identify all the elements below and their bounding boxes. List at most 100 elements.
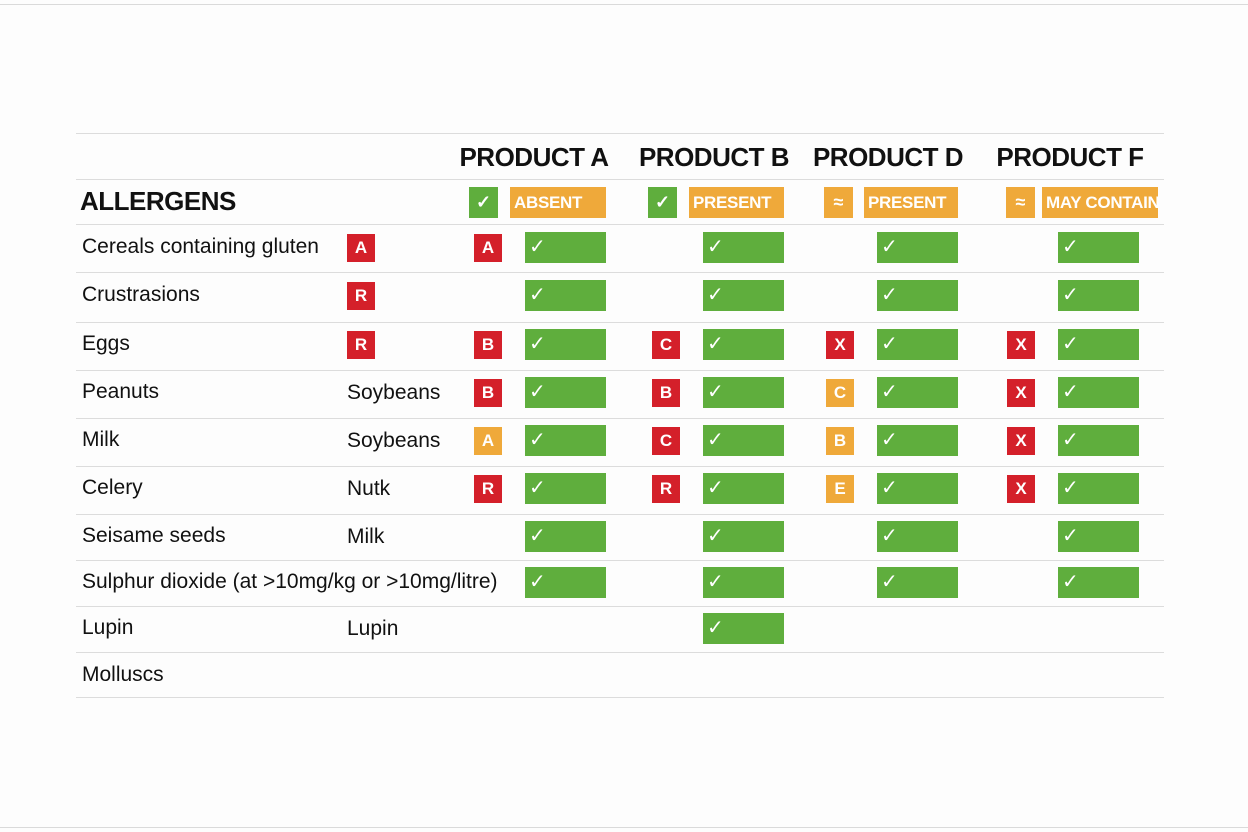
row-divider [76,272,1164,273]
check-bar: ✓ [525,377,606,408]
row-divider [76,418,1164,419]
check-bar: ✓ [1058,280,1139,311]
status-badge: C [826,379,854,407]
product-header: PRODUCT A [459,142,609,172]
row-divider [76,466,1164,467]
check-icon: ✓ [881,525,898,547]
check-icon: ✓ [1062,333,1079,355]
status-badge: X [1007,331,1035,359]
check-icon: ✓ [529,236,546,258]
row-divider [76,560,1164,561]
row-divider [76,224,1164,225]
row-divider [76,652,1164,653]
allergen-name: Milk [82,428,120,451]
check-icon: ✓ [707,525,724,547]
check-icon: ✓ [529,381,546,403]
check-icon: ✓ [1062,477,1079,499]
check-icon: ✓ [707,571,724,593]
status-badge: A [474,427,502,455]
check-icon: ✓ [529,429,546,451]
check-bar: ✓ [877,473,958,504]
check-icon: ✓ [529,333,546,355]
status-badge: X [1007,475,1035,503]
allergen-name: Molluscs [82,663,164,686]
check-icon: ✓ [707,284,724,306]
allergen-secondary: Lupin [347,617,399,640]
check-bar: ✓ [525,280,606,311]
check-icon: ✓ [881,571,898,593]
check-bar: ✓ [703,473,784,504]
check-bar: ✓ [703,425,784,456]
check-bar: ✓ [703,232,784,263]
check-bar: ✓ [525,473,606,504]
check-icon: ✓ [707,381,724,403]
allergen-name: Cereals containing gluten [82,235,319,258]
allergen-secondary: Soybeans [347,429,441,452]
status-badge: B [474,331,502,359]
status-badge: C [652,331,680,359]
check-bar: ✓ [1058,425,1139,456]
check-bar: ✓ [1058,567,1139,598]
check-icon: ✓ [881,477,898,499]
check-icon: ✓ [707,617,724,639]
legend-label: PRESENT [864,187,958,218]
allergen-code-badge: R [347,282,375,310]
allergen-code-badge: A [347,234,375,262]
check-bar: ✓ [1058,329,1139,360]
status-badge: R [652,475,680,503]
check-bar: ✓ [877,521,958,552]
check-bar: ✓ [877,280,958,311]
legend-label: MAY CONTAIN [1042,187,1160,218]
allergen-name: Eggs [82,332,130,355]
warning-icon: ≈ [824,187,853,218]
check-bar: ✓ [1058,473,1139,504]
allergen-name: Celery [82,476,143,499]
check-icon: ✓ [1062,525,1079,547]
row-divider [76,322,1164,323]
check-bar: ✓ [877,329,958,360]
status-badge: X [1007,379,1035,407]
row-divider [76,370,1164,371]
check-icon: ✓ [881,381,898,403]
check-bar: ✓ [525,521,606,552]
check-bar: ✓ [877,377,958,408]
check-bar: ✓ [525,329,606,360]
check-icon: ✓ [881,284,898,306]
check-icon: ✓ [1062,236,1079,258]
check-icon: ✓ [529,284,546,306]
status-badge: X [1007,427,1035,455]
check-bar: ✓ [525,567,606,598]
check-bar: ✓ [703,567,784,598]
product-header: PRODUCT F [996,142,1144,172]
warning-icon: ≈ [1006,187,1035,218]
check-bar: ✓ [877,425,958,456]
legend-label: PRESENT [689,187,784,218]
check-icon: ✓ [529,477,546,499]
check-icon: ✓ [881,236,898,258]
status-badge: B [652,379,680,407]
check-icon: ✓ [1062,429,1079,451]
allergen-name: Lupin [82,616,134,639]
status-badge: C [652,427,680,455]
check-bar: ✓ [1058,377,1139,408]
check-icon: ✓ [881,429,898,451]
status-badge: R [474,475,502,503]
check-bar: ✓ [525,232,606,263]
check-bar: ✓ [703,329,784,360]
legend-label: ABSENT [510,187,606,218]
check-bar: ✓ [703,377,784,408]
status-badge: B [474,379,502,407]
allergen-name: Crustrasions [82,283,200,306]
check-bar: ✓ [877,232,958,263]
check-icon: ✓ [469,187,498,218]
status-badge: B [826,427,854,455]
allergen-name: Seisame seeds [82,524,226,547]
row-divider [76,697,1164,698]
check-icon: ✓ [1062,381,1079,403]
product-header: PRODUCT D [812,142,964,172]
allergen-secondary: Milk [347,525,385,548]
row-divider [76,606,1164,607]
product-header: PRODUCT B [638,142,790,172]
frame-bottom-line [0,827,1248,828]
status-badge: X [826,331,854,359]
